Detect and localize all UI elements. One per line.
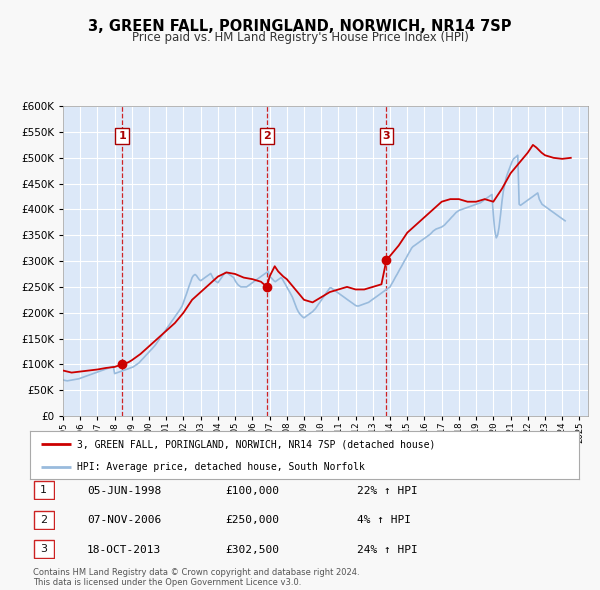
Text: Price paid vs. HM Land Registry's House Price Index (HPI): Price paid vs. HM Land Registry's House … [131, 31, 469, 44]
Text: 18-OCT-2013: 18-OCT-2013 [87, 545, 161, 555]
Text: HPI: Average price, detached house, South Norfolk: HPI: Average price, detached house, Sout… [77, 462, 365, 472]
Text: £302,500: £302,500 [225, 545, 279, 555]
FancyBboxPatch shape [34, 481, 53, 499]
Text: £100,000: £100,000 [225, 486, 279, 496]
Text: 3: 3 [383, 130, 390, 140]
Text: £250,000: £250,000 [225, 516, 279, 525]
Text: Contains HM Land Registry data © Crown copyright and database right 2024.
This d: Contains HM Land Registry data © Crown c… [33, 568, 359, 587]
Text: 05-JUN-1998: 05-JUN-1998 [87, 486, 161, 496]
Text: 22% ↑ HPI: 22% ↑ HPI [357, 486, 418, 496]
Text: 4% ↑ HPI: 4% ↑ HPI [357, 516, 411, 525]
Text: 24% ↑ HPI: 24% ↑ HPI [357, 545, 418, 555]
Text: 2: 2 [40, 515, 47, 525]
Text: 2: 2 [263, 130, 271, 140]
Text: 3, GREEN FALL, PORINGLAND, NORWICH, NR14 7SP: 3, GREEN FALL, PORINGLAND, NORWICH, NR14… [88, 19, 512, 34]
Text: 1: 1 [118, 130, 126, 140]
FancyBboxPatch shape [34, 511, 53, 529]
Text: 3, GREEN FALL, PORINGLAND, NORWICH, NR14 7SP (detached house): 3, GREEN FALL, PORINGLAND, NORWICH, NR14… [77, 439, 435, 449]
FancyBboxPatch shape [34, 540, 53, 558]
Text: 07-NOV-2006: 07-NOV-2006 [87, 516, 161, 525]
Text: 1: 1 [40, 486, 47, 495]
Text: 3: 3 [40, 545, 47, 554]
